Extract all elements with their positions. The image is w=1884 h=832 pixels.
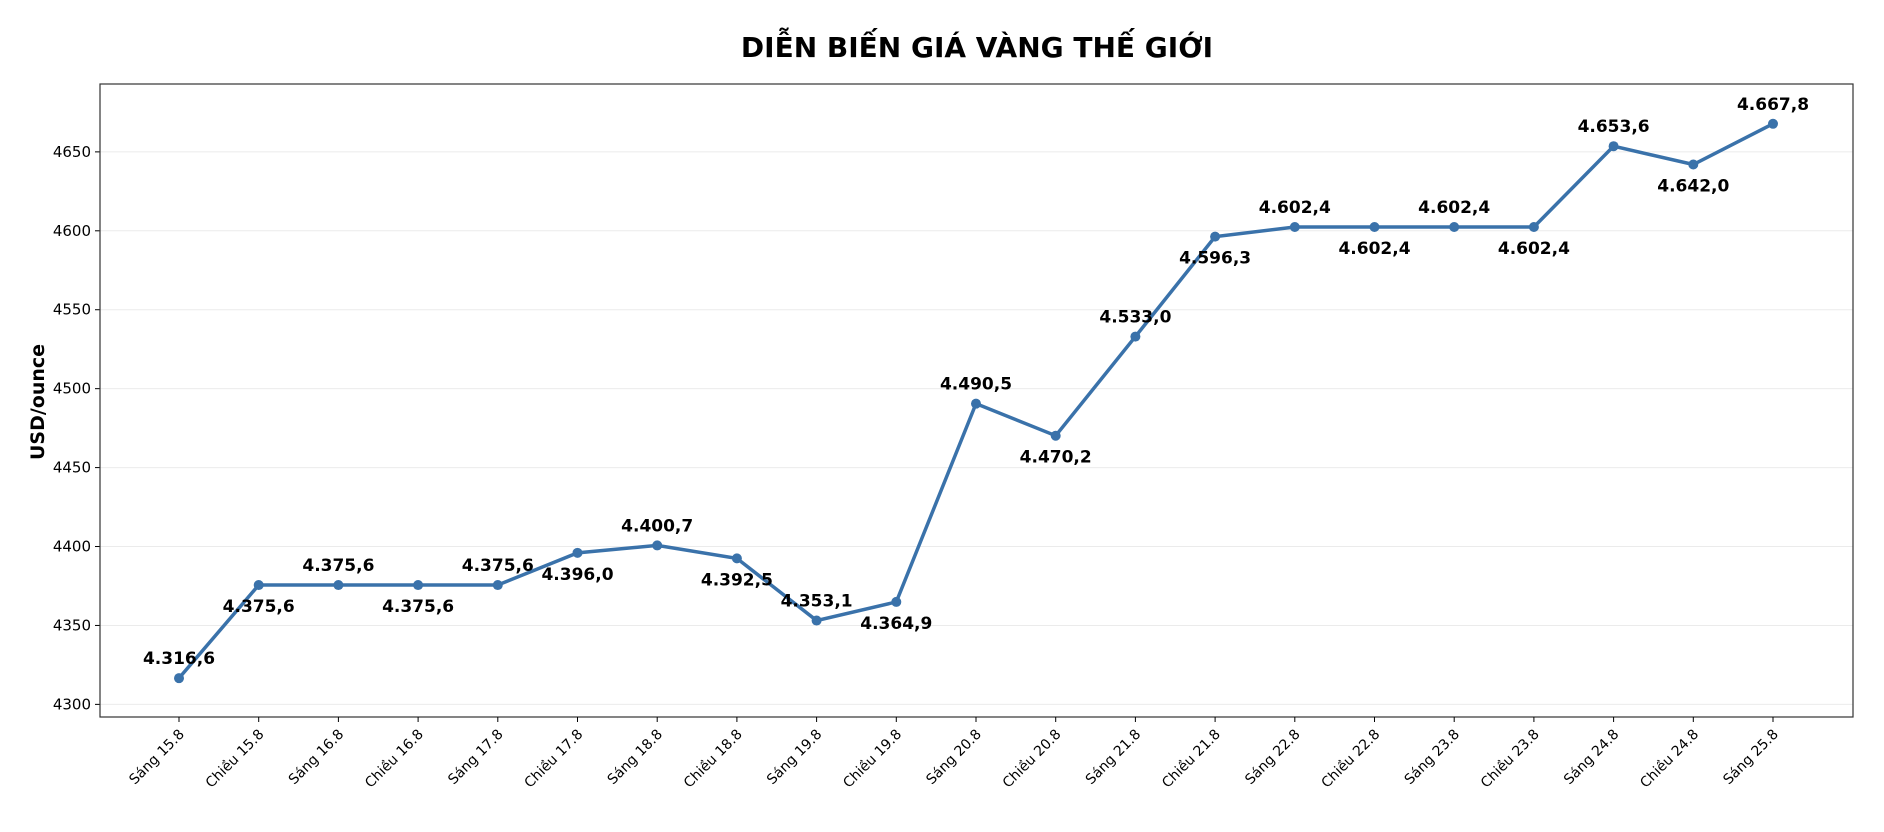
point [971, 398, 981, 409]
data-label: 4.375,6 [462, 556, 534, 576]
x-tick-label: Chiều 15.8 [202, 726, 268, 792]
chart-title: DIỄN BIẾN GIÁ VÀNG THẾ GIỚI [741, 26, 1213, 64]
x-tick-label: Sáng 19.8 [764, 727, 825, 788]
data-label: 4.364,9 [860, 614, 932, 634]
data-label: 4.596,3 [1179, 249, 1251, 269]
y-tick-label: 4500 [53, 380, 91, 398]
data-label: 4.375,6 [302, 556, 374, 576]
data-label: 4.392,5 [701, 570, 773, 590]
data-label: 4.353,1 [781, 592, 853, 612]
x-tick-label: Sáng 25.8 [1720, 727, 1781, 788]
x-tick-label: Chiều 18.8 [680, 726, 746, 792]
data-label: 4.602,4 [1259, 198, 1331, 218]
x-tick-label: Sáng 20.8 [923, 727, 984, 788]
x-tick-label: Sáng 17.8 [445, 727, 506, 788]
y-tick-label: 4350 [53, 616, 91, 634]
x-tick-label: Chiều 16.8 [361, 726, 427, 792]
y-tick-label: 4550 [53, 301, 91, 319]
data-label: 4.653,6 [1578, 117, 1650, 137]
point [174, 673, 184, 684]
data-label: 4.396,0 [541, 565, 613, 585]
point [1369, 222, 1380, 233]
x-tick-label: Sáng 15.8 [126, 727, 187, 788]
data-label: 4.400,7 [621, 516, 693, 536]
point [1688, 159, 1699, 170]
point [413, 580, 424, 591]
point [572, 547, 583, 558]
x-tick-label: Sáng 18.8 [605, 727, 666, 788]
point [731, 553, 742, 564]
data-label: 4.667,8 [1737, 95, 1809, 115]
x-tick-label: Sáng 24.8 [1561, 727, 1622, 788]
point [1289, 222, 1300, 233]
data-label: 4.490,5 [940, 375, 1012, 395]
x-tick-label: Chiều 23.8 [1477, 726, 1543, 792]
point [492, 580, 503, 591]
point [1130, 331, 1141, 342]
y-tick-label: 4650 [53, 143, 91, 161]
y-tick-label: 4400 [53, 538, 91, 556]
point [1050, 430, 1061, 441]
point [811, 615, 822, 626]
x-tick-label: Chiều 22.8 [1318, 726, 1384, 792]
data-label: 4.602,4 [1338, 239, 1410, 259]
x-tick-label: Sáng 22.8 [1242, 727, 1303, 788]
point [253, 580, 264, 591]
data-label: 4.533,0 [1099, 308, 1171, 328]
point [1768, 118, 1778, 129]
y-axis-label: USD/ounce [27, 344, 49, 460]
x-tick-label: Chiều 17.8 [521, 726, 587, 792]
y-tick-label: 4450 [53, 459, 91, 477]
data-label: 4.316,6 [143, 649, 215, 669]
data-label: 4.602,4 [1498, 239, 1570, 259]
data-label: 4.470,2 [1020, 448, 1092, 468]
point [1449, 222, 1460, 233]
data-label: 4.602,4 [1418, 198, 1490, 218]
point [1528, 222, 1539, 233]
x-tick-label: Chiều 21.8 [1158, 726, 1224, 792]
data-label: 4.375,6 [382, 597, 454, 617]
x-tick-label: Sáng 21.8 [1083, 727, 1144, 788]
data-label: 4.642,0 [1657, 177, 1729, 197]
y-tick-label: 4600 [53, 222, 91, 240]
point [333, 580, 344, 591]
x-tick-label: Chiều 24.8 [1637, 726, 1703, 792]
point [891, 596, 902, 607]
point [1608, 141, 1619, 152]
point [1210, 231, 1221, 242]
x-tick-label: Chiều 19.8 [840, 726, 906, 792]
x-tick-label: Chiều 20.8 [999, 726, 1065, 792]
point [652, 540, 663, 551]
data-label: 4.375,6 [223, 597, 295, 617]
x-tick-label: Sáng 23.8 [1402, 727, 1463, 788]
x-tick-label: Sáng 16.8 [286, 727, 347, 788]
y-tick-label: 4300 [53, 695, 91, 713]
